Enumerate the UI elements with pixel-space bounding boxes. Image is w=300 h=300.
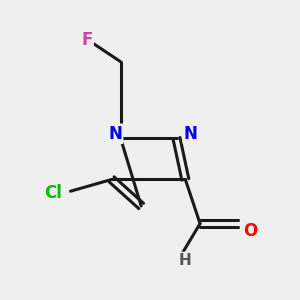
Text: N: N (108, 125, 122, 143)
Text: Cl: Cl (44, 184, 62, 202)
Text: F: F (81, 31, 93, 49)
Text: H: H (179, 253, 192, 268)
Text: O: O (243, 222, 257, 240)
Text: N: N (184, 125, 198, 143)
